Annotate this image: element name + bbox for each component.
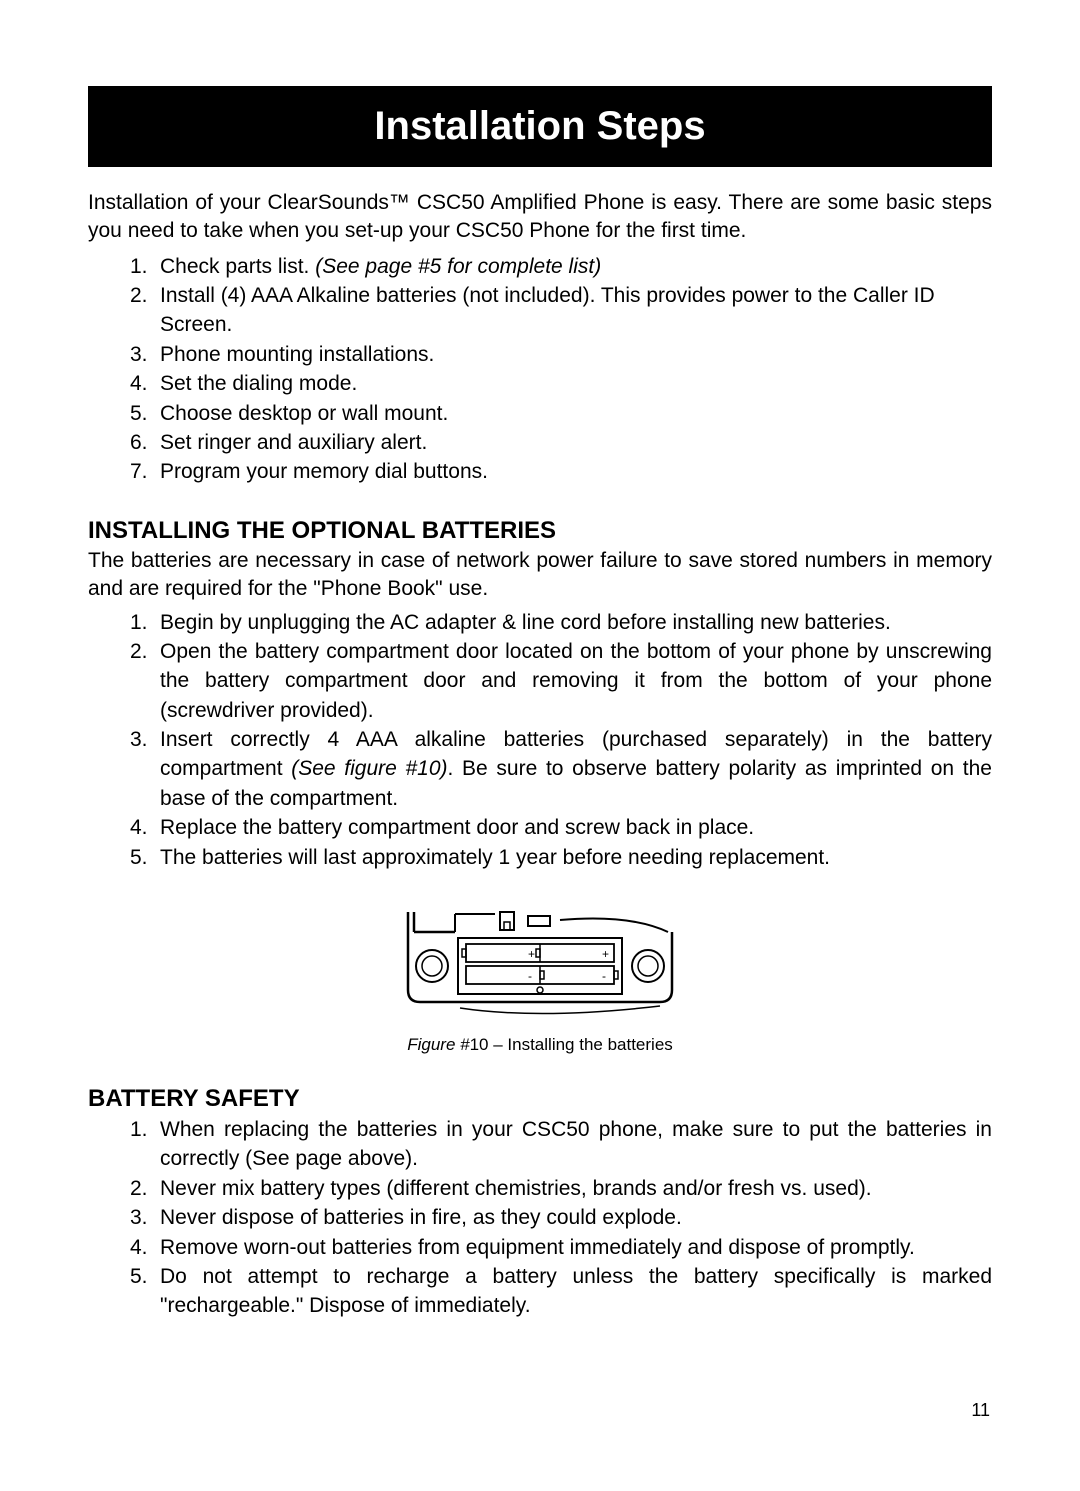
svg-text:-: - <box>602 969 606 983</box>
battery-safety-list: 1.When replacing the batteries in your C… <box>88 1115 992 1321</box>
list-item: 4.Set the dialing mode. <box>130 369 992 398</box>
figure-caption-italic: Figure # <box>407 1035 469 1054</box>
section-text-batteries: The batteries are necessary in case of n… <box>88 547 992 604</box>
list-item: 1.Check parts list. (See page #5 for com… <box>130 252 992 281</box>
list-item: 1.Begin by unplugging the AC adapter & l… <box>130 608 992 637</box>
list-item: 5.Choose desktop or wall mount. <box>130 399 992 428</box>
list-item: 2.Open the battery compartment door loca… <box>130 637 992 725</box>
list-item: 3.Insert correctly 4 AAA alkaline batter… <box>130 725 992 813</box>
list-item: 5.The batteries will last approximately … <box>130 843 992 872</box>
list-item: 6.Set ringer and auxiliary alert. <box>130 428 992 457</box>
svg-text:-: - <box>528 969 532 983</box>
figure-container: + + - - Figure #10 – Installing the batt… <box>88 902 992 1055</box>
battery-install-list: 1.Begin by unplugging the AC adapter & l… <box>88 608 992 873</box>
section-heading-safety: BATTERY SAFETY <box>88 1085 992 1113</box>
page-number: 11 <box>971 1400 990 1421</box>
figure-caption-rest: 10 – Installing the batteries <box>470 1035 673 1054</box>
list-item: 3.Phone mounting installations. <box>130 340 992 369</box>
list-item: 2.Install (4) AAA Alkaline batteries (no… <box>130 281 992 340</box>
list-item: 1.When replacing the batteries in your C… <box>130 1115 992 1174</box>
list-item: 3.Never dispose of batteries in fire, as… <box>130 1203 992 1232</box>
figure-caption: Figure #10 – Installing the batteries <box>88 1035 992 1055</box>
intro-paragraph: Installation of your ClearSounds™ CSC50 … <box>88 189 992 246</box>
list-item: 7.Program your memory dial buttons. <box>130 457 992 486</box>
main-steps-list: 1.Check parts list. (See page #5 for com… <box>88 252 992 487</box>
svg-text:+: + <box>602 947 609 961</box>
section-heading-batteries: INSTALLING THE OPTIONAL BATTERIES <box>88 517 992 545</box>
svg-text:+: + <box>528 947 535 961</box>
list-item: 4.Remove worn-out batteries from equipme… <box>130 1233 992 1262</box>
title-banner: Installation Steps <box>88 86 992 167</box>
list-item: 2.Never mix battery types (different che… <box>130 1174 992 1203</box>
page-title: Installation Steps <box>88 104 992 149</box>
list-item: 4.Replace the battery compartment door a… <box>130 813 992 842</box>
battery-diagram: + + - - <box>400 902 680 1027</box>
list-item: 5.Do not attempt to recharge a battery u… <box>130 1262 992 1321</box>
